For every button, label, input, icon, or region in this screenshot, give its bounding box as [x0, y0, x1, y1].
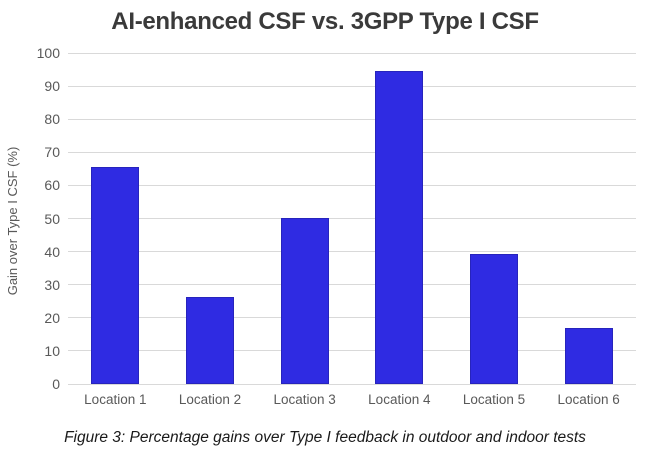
x-category-label: Location 3 — [273, 392, 336, 407]
y-tick-label: 60 — [44, 177, 60, 194]
x-category-label: Location 6 — [557, 392, 620, 407]
y-tick-label: 30 — [44, 276, 60, 293]
bar-location-6 — [564, 328, 613, 384]
gridline — [68, 118, 636, 120]
y-tick-label: 80 — [44, 111, 60, 128]
gridline — [68, 251, 636, 253]
gridline — [68, 284, 636, 286]
gridline — [68, 317, 636, 319]
bar-location-4 — [375, 70, 424, 384]
y-tick-label: 10 — [44, 342, 60, 359]
y-tick-label: 40 — [44, 243, 60, 260]
bar-location-1 — [91, 166, 140, 384]
plot-area — [68, 52, 636, 385]
gridline — [68, 52, 636, 54]
bar-location-5 — [470, 253, 518, 384]
y-tick-label: 100 — [36, 45, 60, 61]
y-tick-label: 90 — [44, 78, 60, 95]
y-tick-label: 50 — [44, 210, 60, 227]
y-tick-label: 70 — [44, 144, 60, 161]
bar-location-3 — [280, 217, 329, 384]
gridline — [68, 85, 636, 87]
chart-title: AI-enhanced CSF vs. 3GPP Type I CSF — [111, 8, 539, 35]
bar-location-2 — [186, 296, 234, 384]
x-category-label: Location 4 — [368, 392, 431, 407]
gridline — [68, 151, 636, 153]
y-tick-label: 20 — [44, 309, 60, 326]
x-category-label: Location 1 — [84, 392, 147, 407]
x-axis-line — [68, 383, 636, 385]
gridline — [68, 350, 636, 352]
figure-caption: Figure 3: Percentage gains over Type I f… — [64, 429, 586, 446]
y-tick-label: 0 — [52, 376, 60, 392]
gridline — [68, 184, 636, 186]
x-category-label: Location 2 — [178, 392, 242, 407]
x-category-label: Location 5 — [462, 392, 526, 407]
gridline — [68, 218, 636, 219]
